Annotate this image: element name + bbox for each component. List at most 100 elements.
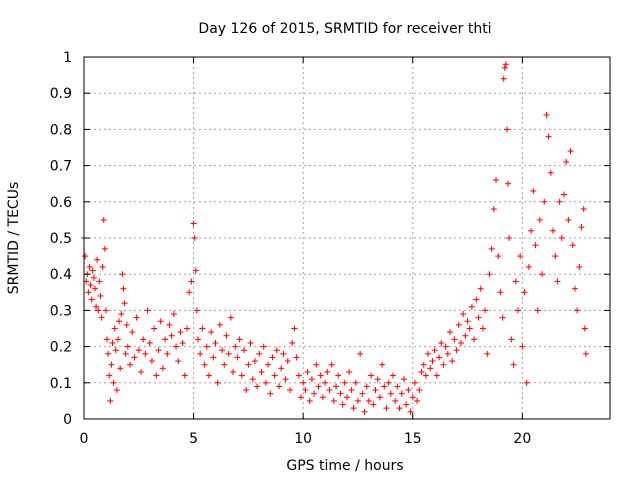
data-point <box>414 397 421 404</box>
data-point <box>269 354 276 361</box>
data-point <box>530 187 537 194</box>
data-point <box>425 350 432 357</box>
data-point <box>177 329 184 336</box>
data-point <box>315 383 322 390</box>
data-point <box>203 343 210 350</box>
data-point <box>170 311 177 318</box>
data-point <box>271 372 278 379</box>
data-point <box>427 365 434 372</box>
data-point <box>121 300 128 307</box>
data-point <box>243 387 250 394</box>
data-point <box>282 376 289 383</box>
data-point <box>186 289 193 296</box>
data-point <box>512 278 519 285</box>
data-point <box>94 256 101 263</box>
data-point <box>105 350 112 357</box>
data-point <box>581 325 588 332</box>
data-point <box>348 387 355 394</box>
data-point <box>317 372 324 379</box>
data-point <box>328 361 335 368</box>
data-point <box>313 361 320 368</box>
data-point <box>142 350 149 357</box>
data-point <box>97 292 104 299</box>
data-point <box>258 368 265 375</box>
data-point <box>273 347 280 354</box>
data-point <box>517 253 524 260</box>
data-point <box>191 235 198 241</box>
data-point <box>394 383 401 390</box>
data-point <box>550 227 557 234</box>
data-point <box>118 311 125 318</box>
data-point <box>536 216 543 223</box>
data-point <box>194 336 201 343</box>
data-point <box>508 336 515 343</box>
data-point <box>411 379 418 386</box>
data-points <box>81 61 589 415</box>
data-point <box>98 314 105 321</box>
data-point <box>184 325 191 332</box>
data-point <box>574 307 581 314</box>
data-point <box>91 285 98 292</box>
data-point <box>357 350 364 357</box>
y-tick-label: 0.8 <box>50 122 72 138</box>
data-point <box>114 336 121 343</box>
data-point <box>100 216 107 223</box>
data-point <box>379 361 386 368</box>
data-point <box>116 318 123 325</box>
data-point <box>396 405 403 412</box>
data-point <box>374 376 381 383</box>
x-tick-label: 15 <box>404 431 422 447</box>
data-point <box>93 303 100 310</box>
data-point <box>368 372 375 379</box>
data-point <box>181 372 188 379</box>
data-point <box>106 372 113 379</box>
data-point <box>387 390 394 397</box>
data-point <box>580 206 587 213</box>
data-point <box>249 376 256 383</box>
data-point <box>547 169 554 176</box>
y-tick-label: 0.6 <box>50 195 72 211</box>
x-axis-label: GPS time / hours <box>286 458 403 474</box>
data-point <box>284 358 291 365</box>
data-point <box>319 394 326 401</box>
data-point <box>422 372 429 379</box>
data-point <box>210 354 217 361</box>
data-point <box>571 285 578 292</box>
data-point <box>440 361 447 368</box>
data-point <box>352 379 359 386</box>
data-point <box>532 242 539 249</box>
data-point <box>221 361 228 368</box>
data-point <box>123 321 130 328</box>
data-point <box>354 397 361 404</box>
data-point <box>528 227 535 234</box>
data-point <box>146 339 153 346</box>
data-point <box>251 358 258 365</box>
data-point <box>308 376 315 383</box>
data-point <box>471 336 478 343</box>
data-point <box>365 397 372 404</box>
y-tick-label: 0.7 <box>50 159 72 175</box>
data-point <box>383 405 390 412</box>
data-point <box>539 271 546 278</box>
data-point <box>102 307 109 314</box>
tick-labels: 00.10.20.30.40.50.60.70.80.910 5 10 15 20 <box>50 50 532 447</box>
data-point <box>330 397 337 404</box>
data-point <box>543 111 550 118</box>
data-point <box>201 361 208 368</box>
data-point <box>344 394 350 401</box>
data-point <box>122 350 129 357</box>
data-point <box>444 350 451 357</box>
data-point <box>431 347 438 354</box>
data-point <box>400 376 407 383</box>
data-point <box>247 339 254 346</box>
data-point <box>466 325 473 332</box>
data-point <box>403 401 410 408</box>
x-tick-label: 5 <box>189 431 198 447</box>
data-point <box>552 253 559 260</box>
data-point <box>473 296 480 303</box>
y-tick-label: 0.5 <box>50 231 72 247</box>
data-point <box>405 387 412 394</box>
chart-title: Day 126 of 2015, SRMTID for receiver tht… <box>198 21 491 37</box>
data-point <box>554 278 561 285</box>
data-point <box>216 321 223 328</box>
